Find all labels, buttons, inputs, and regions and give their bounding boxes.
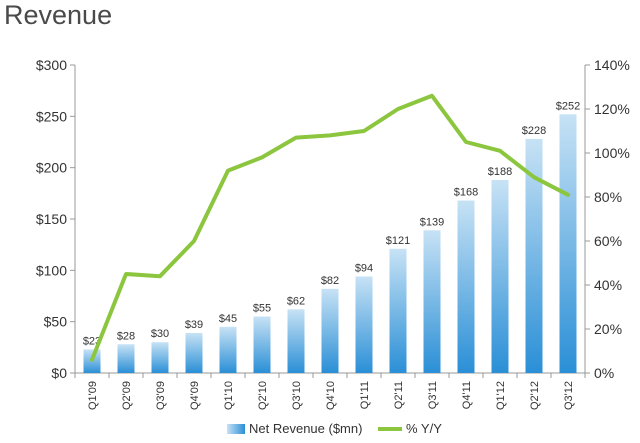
bar-data-label: $28 xyxy=(117,330,135,342)
x-tick-label: Q2'09 xyxy=(121,381,133,410)
left-tick-label: $200 xyxy=(36,160,67,176)
left-tick-label: $50 xyxy=(44,314,68,330)
bar xyxy=(219,326,237,373)
x-tick-label: Q2'12 xyxy=(529,381,541,410)
bar xyxy=(423,230,441,373)
left-tick-label: $100 xyxy=(36,262,67,278)
right-tick-label: 20% xyxy=(594,321,622,337)
right-tick-label: 140% xyxy=(594,57,630,73)
x-tick-label: Q1'12 xyxy=(495,381,507,410)
x-tick-label: Q1'09 xyxy=(87,381,99,410)
bar xyxy=(457,200,475,373)
legend-bar-swatch xyxy=(227,424,245,434)
bar-data-label: $45 xyxy=(219,313,237,325)
bar-data-label: $94 xyxy=(355,262,373,274)
bar xyxy=(253,316,271,373)
x-tick-label: Q1'10 xyxy=(223,381,235,410)
right-tick-label: 100% xyxy=(594,145,630,161)
right-tick-label: 80% xyxy=(594,189,622,205)
bar xyxy=(321,288,339,373)
bar-data-label: $82 xyxy=(321,275,339,287)
right-tick-label: 60% xyxy=(594,233,622,249)
chart-title: Revenue xyxy=(4,0,113,30)
x-tick-label: Q3'09 xyxy=(155,381,167,410)
x-tick-label: Q4'09 xyxy=(189,381,201,410)
bar xyxy=(389,248,407,373)
bar-data-label: $55 xyxy=(253,303,271,315)
left-tick-label: $150 xyxy=(36,211,67,227)
legend-bar-label: Net Revenue ($mn) xyxy=(249,421,362,436)
right-tick-label: 0% xyxy=(594,365,614,381)
bar xyxy=(151,342,169,373)
x-tick-label: Q3'10 xyxy=(291,381,303,410)
x-tick-label: Q2'11 xyxy=(393,381,405,409)
bar-data-label: $39 xyxy=(185,319,203,331)
right-tick-label: 120% xyxy=(594,101,630,117)
legend-line-label: % Y/Y xyxy=(406,421,442,436)
bar xyxy=(185,332,203,373)
left-tick-label: $0 xyxy=(51,365,67,381)
bar-data-label: $228 xyxy=(522,125,546,137)
bar-data-label: $62 xyxy=(287,295,305,307)
bar xyxy=(559,114,577,373)
bar-data-label: $252 xyxy=(556,100,580,112)
bar-data-label: $188 xyxy=(488,166,512,178)
x-tick-label: Q2'10 xyxy=(257,381,269,410)
left-tick-label: $300 xyxy=(36,57,67,73)
bar xyxy=(491,179,509,373)
bar xyxy=(287,309,305,373)
bar-data-label: $30 xyxy=(151,328,169,340)
x-tick-label: Q1'11 xyxy=(359,381,371,409)
bar-data-label: $139 xyxy=(420,216,444,228)
x-tick-label: Q3'12 xyxy=(563,381,575,410)
x-tick-label: Q3'11 xyxy=(427,381,439,409)
bar xyxy=(525,138,543,373)
bar xyxy=(355,276,373,373)
x-tick-label: Q4'11 xyxy=(461,381,473,409)
x-tick-label: Q4'10 xyxy=(325,381,337,410)
left-tick-label: $250 xyxy=(36,108,67,124)
right-tick-label: 40% xyxy=(594,277,622,293)
bar xyxy=(117,344,135,373)
bar-data-label: $121 xyxy=(386,235,410,247)
bar-data-label: $168 xyxy=(454,187,478,199)
